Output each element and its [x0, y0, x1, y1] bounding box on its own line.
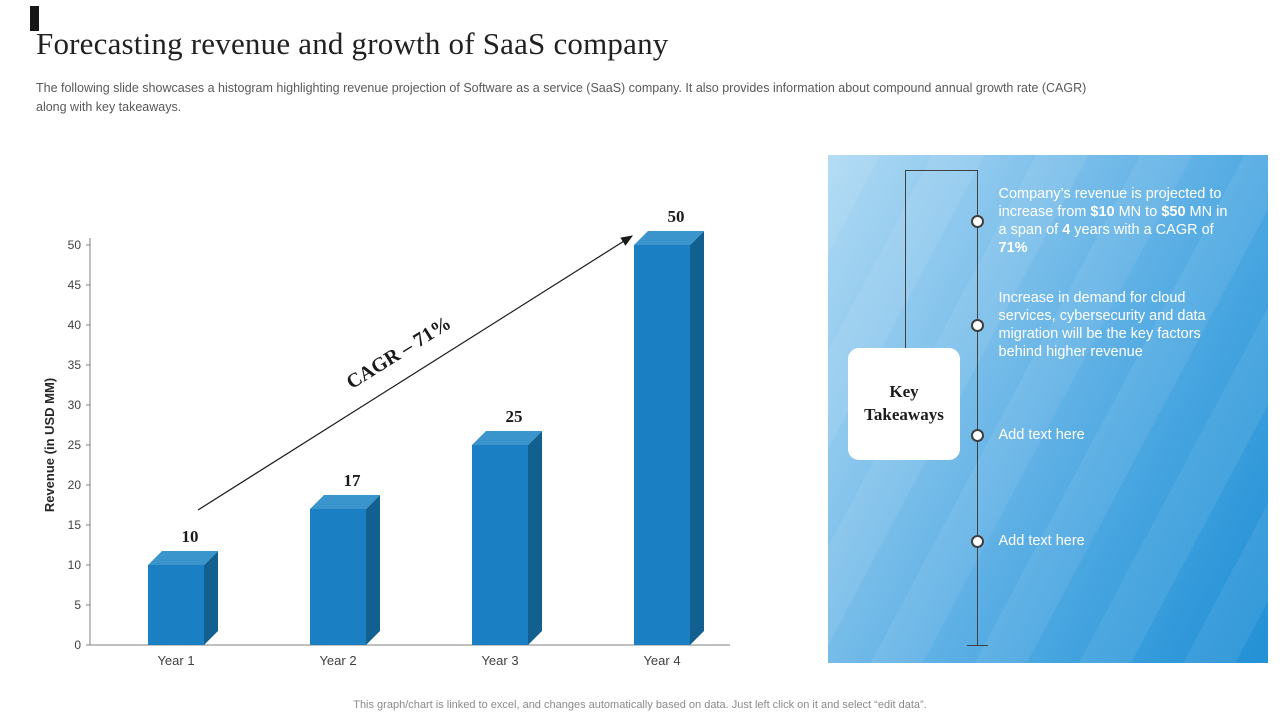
timeline-marker-icon — [970, 318, 984, 332]
y-tick-label: 30 — [68, 398, 82, 412]
timeline-line — [977, 170, 978, 645]
y-tick-label: 25 — [68, 438, 82, 452]
cagr-annotation: CAGR – 71% — [343, 312, 455, 394]
slide-subtitle: The following slide showcases a histogra… — [36, 81, 1087, 115]
y-tick-label: 50 — [68, 238, 82, 252]
y-tick-label: 20 — [68, 478, 82, 492]
bar-value-label: 17 — [344, 471, 362, 490]
footer-note: This graph/chart is linked to excel, and… — [353, 699, 927, 711]
bar-value-label: 10 — [182, 527, 199, 546]
key-takeaways-panel: Key Takeaways Company’s revenue is proje… — [828, 155, 1268, 663]
top-accent-bar — [30, 6, 39, 31]
bar-year-3[interactable] — [472, 431, 542, 645]
key-takeaways-label: Key Takeaways — [864, 382, 944, 424]
key-takeaways-box: Key Takeaways — [848, 348, 960, 460]
x-axis-label: Year 4 — [643, 653, 680, 668]
y-tick-label: 5 — [74, 598, 81, 612]
y-tick-label: 35 — [68, 358, 82, 372]
x-axis-label: Year 1 — [157, 653, 194, 668]
connector-line-top — [905, 170, 978, 171]
page-title: Forecasting revenue and growth of SaaS c… — [36, 26, 669, 61]
y-tick-label: 45 — [68, 278, 82, 292]
bar-year-1[interactable] — [148, 551, 218, 645]
takeaway-item-2: Increase in demand for cloud services, c… — [828, 283, 1258, 367]
takeaway-item-4: Add text here — [828, 523, 1258, 559]
takeaway-text: Increase in demand for cloud services, c… — [998, 290, 1206, 360]
bar-value-label: 25 — [506, 407, 523, 426]
takeaway-item-1: Company’s revenue is projected to increa… — [828, 179, 1258, 263]
takeaway-text: Company’s revenue is projected to increa… — [998, 186, 1228, 256]
y-tick-label: 10 — [68, 558, 82, 572]
y-tick-label: 0 — [74, 638, 81, 652]
x-axis-label: Year 2 — [319, 653, 356, 668]
timeline-marker-icon — [970, 534, 984, 548]
y-tick-label: 40 — [68, 318, 82, 332]
y-tick-label: 15 — [68, 518, 82, 532]
revenue-bar-chart[interactable]: Revenue (in USD MM) 0 5 10 15 20 25 30 35 40 45 50 1… — [30, 150, 750, 690]
bar-year-4[interactable] — [634, 231, 704, 645]
x-axis-label: Year 3 — [481, 653, 518, 668]
y-axis-title: Revenue (in USD MM) — [42, 378, 57, 512]
takeaway-item-3: Add text here — [828, 417, 1258, 453]
takeaway-text: Add text here — [998, 427, 1085, 443]
timeline-marker-icon — [970, 428, 984, 442]
chart-canvas[interactable]: Revenue (in USD MM) 0 5 10 15 20 25 30 35 40 45 50 1… — [30, 150, 750, 690]
bar-value-label: 50 — [668, 207, 685, 226]
takeaways-timeline: Company’s revenue is projected to increa… — [828, 155, 1268, 663]
cagr-trend-arrow — [197, 235, 634, 511]
bar-year-2[interactable] — [310, 495, 380, 645]
takeaway-text: Add text here — [998, 533, 1085, 549]
connector-line-left — [905, 170, 906, 348]
timeline-end-tick — [967, 645, 988, 646]
timeline-marker-icon — [970, 214, 984, 228]
